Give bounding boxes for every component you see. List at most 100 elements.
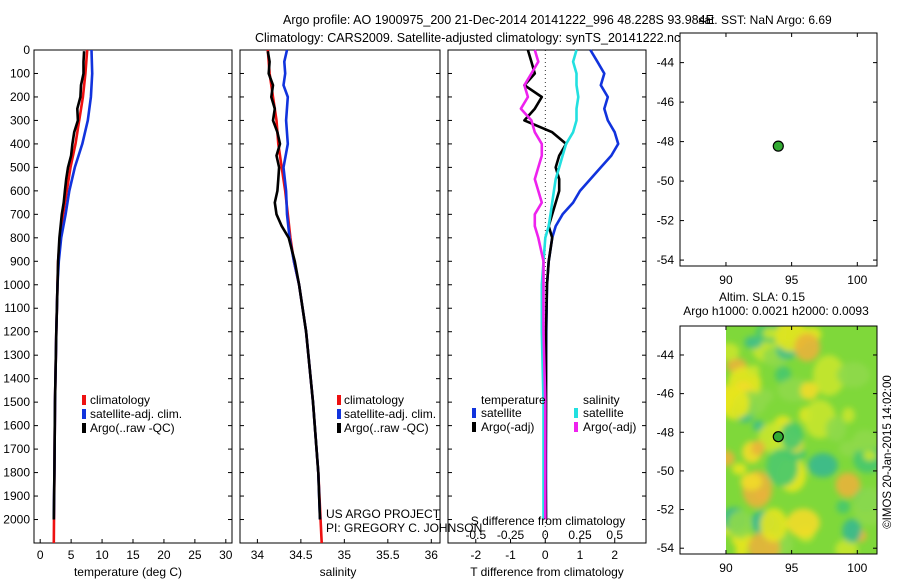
x-tick-label: 34.5	[289, 548, 313, 562]
y-tick-label: 500	[10, 160, 30, 174]
x-tick-label: -1	[505, 548, 516, 562]
x-tick-label: 100	[847, 273, 867, 287]
heatmap-blob	[726, 450, 735, 467]
series-line-temperature-satellite	[544, 49, 620, 520]
temperature-legend: climatology satellite-adj. clim. Argo(..…	[82, 393, 182, 435]
sla-map-y-ticks: -44 -46 -48 -50 -52 -54	[657, 348, 877, 555]
y-tick-label: 1700	[3, 442, 30, 456]
y-tick-label: 200	[10, 90, 30, 104]
temperature-xlabel: temperature (deg C)	[74, 565, 182, 579]
series-line-satellite-adj-clim-	[52, 49, 94, 520]
sla-map-points	[772, 431, 784, 443]
legend-label-climatology: climatology	[344, 393, 404, 407]
heatmap-blob	[726, 387, 750, 420]
y-tick-label: -54	[657, 253, 675, 267]
difference-xlabel: T difference from climatology	[470, 565, 624, 579]
difference-top-ticks: -0.5 -0.25 0 0.25 0.5	[465, 528, 623, 542]
heatmap-blob	[836, 362, 871, 388]
legend-group-salinity: salinity	[583, 393, 620, 407]
heatmap-blob	[766, 448, 799, 487]
top-tick-label: -0.5	[465, 528, 486, 542]
argo-position-dot	[772, 140, 784, 152]
legend-swatch-climatology	[82, 395, 86, 405]
sst-map-title: sat. SST: NaN Argo: 6.69	[698, 13, 832, 27]
heatmap-blob	[807, 453, 838, 478]
y-tick-label: 1300	[3, 348, 30, 362]
argo-position-dot	[772, 431, 784, 443]
y-tick-label: 1200	[3, 325, 30, 339]
sst-map-panel: sat. SST: NaN Argo: 6.69 -44 -46 -48 -50 -52…	[657, 13, 878, 287]
legend-label-temp-argo: Argo(-adj)	[481, 420, 534, 434]
temperature-axes-box	[33, 49, 233, 544]
heatmap-blob	[762, 327, 777, 339]
legend-label-satellite: satellite-adj. clim.	[344, 407, 436, 421]
salinity-xlabel: salinity	[320, 565, 357, 579]
temperature-panel: 0100200300400500600700800900100011001200…	[3, 43, 233, 579]
legend-swatch-sal-satellite	[574, 408, 578, 418]
y-tick-label: 300	[10, 113, 30, 127]
y-tick-label: 900	[10, 254, 30, 268]
y-tick-label: 2000	[3, 513, 30, 527]
difference-x-ticks: -2 -1 0 1 2	[448, 49, 646, 562]
y-tick-label: 1000	[3, 278, 30, 292]
heatmap-blobs	[726, 326, 877, 554]
legend-swatch-sal-argo	[574, 422, 578, 432]
series-line-argo-raw-qc-	[52, 51, 86, 520]
x-tick-label: 95	[785, 561, 799, 575]
title-line-2: Climatology: CARS2009. Satellite-adjuste…	[255, 31, 751, 45]
heatmap-blob	[727, 510, 753, 539]
heatmap-blob	[780, 422, 804, 450]
sla-map-subtitle: Argo h1000: 0.0021 h2000: 0.0093	[683, 304, 869, 318]
y-tick-label: 400	[10, 137, 30, 151]
sla-map-title: Altim. SLA: 0.15	[719, 290, 805, 304]
x-tick-label: 10	[95, 548, 109, 562]
heatmap-blob	[842, 518, 862, 543]
temperature-x-ticks: 0 5 10 15 20 25 30	[37, 539, 233, 562]
heatmap-blob	[852, 429, 877, 453]
y-tick-label: 1800	[3, 466, 30, 480]
x-tick-label: 1	[577, 548, 584, 562]
x-tick-label: 95	[785, 273, 799, 287]
sst-map-points	[772, 140, 784, 152]
x-tick-label: 34	[251, 548, 265, 562]
heatmap-blob	[835, 539, 858, 554]
x-tick-label: 30	[219, 548, 233, 562]
heatmap-blob	[825, 416, 847, 442]
series-line-climatology	[266, 49, 323, 544]
x-tick-label: 2	[611, 548, 618, 562]
series-line-climatology	[52, 49, 89, 544]
legend-swatch-temp-argo	[472, 422, 476, 432]
y-tick-label: 0	[23, 43, 30, 57]
salinity-legend: climatology satellite-adj. clim. Argo(..…	[337, 393, 436, 435]
heatmap-blob	[835, 472, 861, 498]
legend-swatch-satellite	[82, 409, 86, 419]
legend-swatch-argo	[337, 423, 341, 433]
x-tick-label: 0	[37, 548, 44, 562]
heatmap-blob	[812, 355, 845, 396]
y-tick-label: -48	[657, 135, 675, 149]
sla-map-panel: Altim. SLA: 0.15 Argo h1000: 0.0021 h200…	[657, 290, 894, 575]
temperature-series	[52, 49, 94, 544]
x-tick-label: 35	[338, 548, 352, 562]
y-tick-label: -54	[657, 541, 675, 555]
legend-label-argo: Argo(..raw -QC)	[90, 421, 175, 435]
y-tick-label: -52	[657, 214, 675, 228]
x-tick-label: 25	[188, 548, 202, 562]
heatmap-blob	[754, 489, 769, 501]
salinity-series	[266, 49, 323, 544]
y-tick-label: 1500	[3, 395, 30, 409]
series-line-temperature-argo-adj-	[523, 49, 568, 520]
x-tick-label: 36	[425, 548, 439, 562]
legend-swatch-temp-satellite	[472, 408, 476, 418]
difference-axes-box	[447, 49, 647, 544]
legend-swatch-argo	[82, 423, 86, 433]
y-tick-label: 600	[10, 184, 30, 198]
y-tick-label: -50	[657, 174, 675, 188]
pi-annotation: PI: GREGORY C. JOHNSON	[326, 521, 482, 535]
top-tick-label: -0.25	[497, 528, 525, 542]
heatmap-blob	[836, 500, 851, 514]
sst-map-y-ticks: -44 -46 -48 -50 -52 -54	[657, 56, 877, 267]
salinity-x-ticks: 34 34.5 35 35.5 36	[240, 49, 440, 562]
y-tick-label: 1100	[4, 301, 30, 315]
title-line-1: Argo profile: AO 1900975_200 21-Dec-2014…	[283, 13, 714, 27]
